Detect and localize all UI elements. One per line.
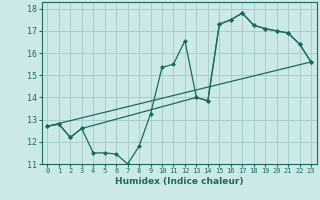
X-axis label: Humidex (Indice chaleur): Humidex (Indice chaleur) xyxy=(115,177,244,186)
